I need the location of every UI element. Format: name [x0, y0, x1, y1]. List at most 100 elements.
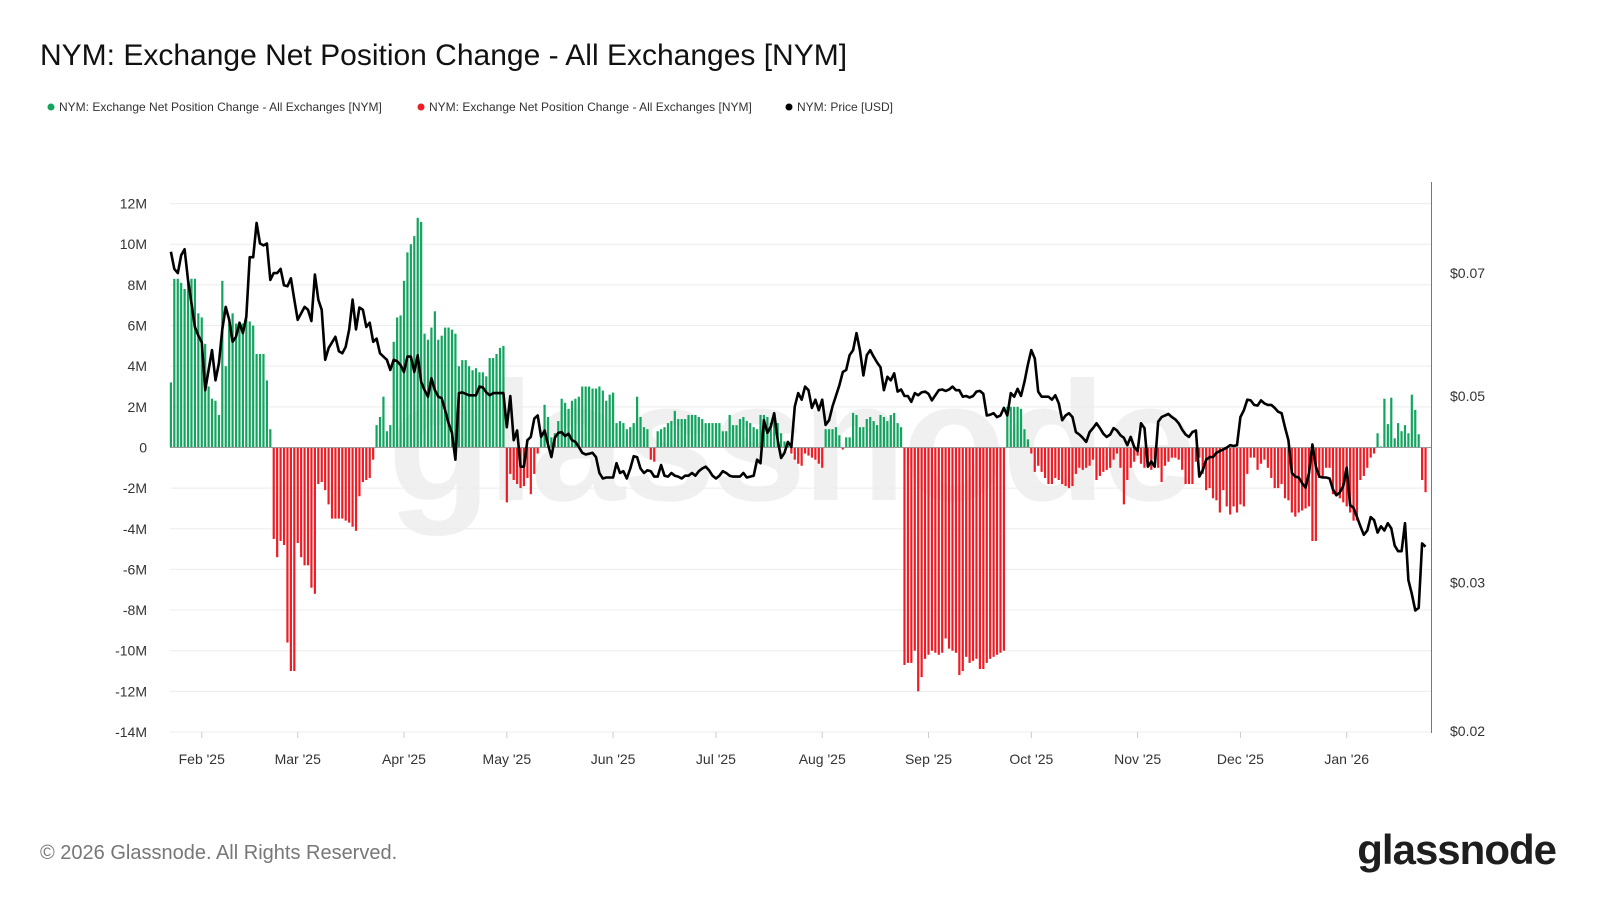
- bar-negative: [1294, 447, 1297, 517]
- bar-negative: [1359, 447, 1362, 480]
- bar-negative: [1067, 447, 1071, 489]
- bar-positive: [204, 343, 207, 448]
- bar-negative: [1160, 447, 1163, 483]
- bar-negative: [1102, 447, 1105, 472]
- bar-positive: [474, 368, 478, 448]
- bar-positive: [577, 396, 580, 448]
- bar-negative: [985, 447, 988, 663]
- bar-negative: [324, 447, 327, 491]
- bar-positive: [392, 341, 395, 448]
- left-tick-label: -14M: [115, 724, 147, 740]
- left-tick-label: -8M: [123, 602, 147, 618]
- bar-positive: [714, 423, 718, 448]
- bar-negative: [1301, 447, 1304, 511]
- bar-positive: [440, 335, 443, 448]
- bar-negative: [807, 447, 810, 456]
- legend-item-price[interactable]: NYM: Price [USD]: [785, 100, 894, 114]
- bar-positive: [824, 429, 827, 448]
- bar-positive: [749, 423, 752, 448]
- bar-positive: [224, 366, 227, 448]
- bar-positive: [245, 319, 248, 448]
- copyright-text: © 2026 Glassnode. All Rights Reserved.: [40, 842, 397, 864]
- bar-positive: [190, 278, 193, 448]
- bar-positive: [1403, 425, 1407, 448]
- bar-negative: [1321, 447, 1324, 478]
- bar-negative: [1205, 447, 1208, 491]
- x-tick-label: Aug '25: [799, 751, 846, 767]
- bar-positive: [385, 431, 388, 448]
- bar-negative: [1249, 447, 1252, 458]
- bar-positive: [759, 414, 762, 448]
- legend-item-outflow[interactable]: NYM: Exchange Net Position Change - All …: [417, 100, 752, 114]
- bar-positive: [858, 427, 862, 448]
- bar-negative: [1222, 447, 1225, 491]
- bar-positive: [684, 419, 687, 448]
- bar-positive: [851, 412, 855, 448]
- x-axis-ticks: Feb '25 Mar '25 Apr '25 May '25 Jun '25 Jul '…: [179, 732, 1369, 767]
- bar-positive: [183, 288, 186, 448]
- bar-positive: [570, 400, 574, 448]
- bar-negative: [1304, 447, 1307, 509]
- bar-negative: [971, 447, 975, 661]
- bar-negative: [276, 447, 279, 558]
- bar-positive: [646, 429, 649, 448]
- bar-negative: [1033, 447, 1036, 472]
- bar-positive: [540, 435, 543, 448]
- bar-positive: [882, 416, 886, 448]
- bar-positive: [186, 280, 190, 448]
- net-change-bars: [169, 217, 1427, 692]
- bar-negative: [951, 447, 954, 651]
- bar-negative: [303, 447, 306, 566]
- bar-positive: [1393, 438, 1396, 448]
- bar-positive: [618, 421, 622, 448]
- bar-negative: [1318, 447, 1321, 478]
- bar-positive: [485, 376, 488, 448]
- left-tick-label: -10M: [115, 643, 147, 659]
- bar-negative: [358, 447, 361, 497]
- bar-positive: [396, 317, 399, 448]
- bar-negative: [1043, 447, 1047, 478]
- bar-negative: [1201, 447, 1204, 474]
- left-tick-label: 12M: [120, 196, 147, 212]
- bar-positive: [180, 282, 183, 448]
- bar-negative: [512, 447, 515, 480]
- x-tick-label: Feb '25: [179, 751, 225, 767]
- right-tick-label: $0.02: [1450, 723, 1485, 739]
- legend-item-inflow[interactable]: NYM: Exchange Net Position Change - All …: [47, 100, 382, 114]
- bar-negative: [793, 447, 796, 460]
- bar-negative: [1263, 447, 1266, 460]
- chart-title: NYM: Exchange Net Position Change - All …: [40, 39, 847, 72]
- bar-negative: [1270, 447, 1273, 478]
- bar-negative: [1369, 447, 1372, 458]
- right-tick-label: $0.07: [1450, 265, 1485, 281]
- bar-negative: [1366, 447, 1369, 468]
- bar-negative: [1355, 447, 1359, 521]
- bar-negative: [365, 447, 368, 480]
- bar-negative: [1421, 447, 1424, 480]
- bar-positive: [584, 386, 587, 448]
- bar-negative: [536, 447, 539, 454]
- x-tick-label: Nov '25: [1114, 751, 1161, 767]
- bar-positive: [173, 278, 176, 448]
- bar-negative: [1325, 447, 1328, 468]
- bar-positive: [1026, 439, 1029, 448]
- bar-positive: [869, 416, 872, 448]
- bar-positive: [827, 429, 831, 448]
- bar-negative: [1112, 447, 1115, 460]
- bar-positive: [625, 429, 628, 448]
- bar-negative: [937, 447, 940, 655]
- bar-positive: [193, 278, 196, 448]
- legend-dot-green: [47, 103, 55, 111]
- bar-negative: [1314, 447, 1317, 541]
- bar-negative: [1126, 447, 1129, 480]
- bar-positive: [779, 433, 783, 448]
- left-tick-label: 2M: [128, 399, 147, 415]
- bar-negative: [1277, 447, 1280, 489]
- bar-positive: [608, 394, 611, 448]
- bar-positive: [605, 400, 608, 448]
- bar-negative: [810, 447, 814, 458]
- bar-negative: [1064, 447, 1067, 487]
- bar-negative: [289, 447, 292, 672]
- bar-positive: [862, 427, 865, 448]
- bar-positive: [228, 323, 231, 448]
